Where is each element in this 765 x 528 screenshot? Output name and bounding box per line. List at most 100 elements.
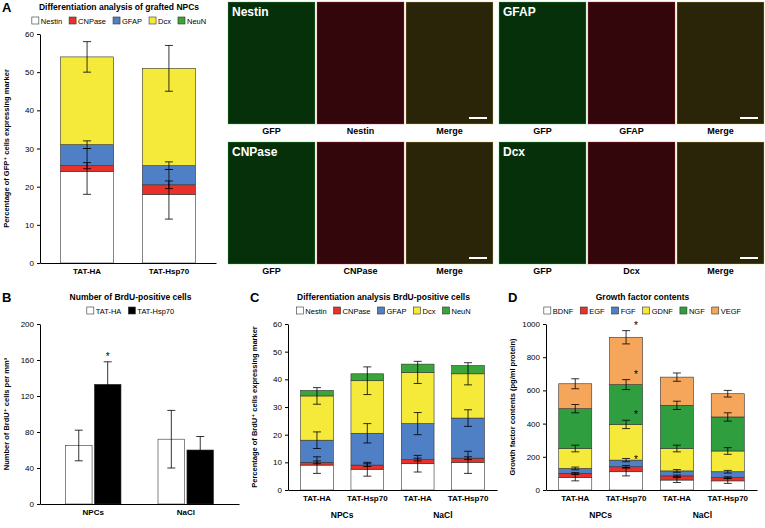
tick-label: 800: [527, 353, 541, 362]
micrograph: [406, 2, 493, 124]
error-bar: [313, 432, 321, 449]
error-bar: [363, 367, 371, 395]
x-tick: TAT-Hsp70: [448, 490, 489, 503]
annotation: *: [634, 320, 638, 331]
legend-swatch: [178, 17, 185, 24]
tick-label: 50: [25, 68, 34, 77]
scale-bar: [469, 257, 487, 259]
legend-label: Dcx: [158, 17, 171, 26]
tick-mark: [37, 504, 40, 505]
marks: [65, 362, 213, 504]
group-label: NaCl: [433, 510, 452, 520]
y-tick: 160: [21, 356, 40, 365]
legend-label: GFAP: [387, 307, 407, 316]
error-bar: [571, 473, 579, 475]
micrograph-label: Merge: [436, 266, 463, 276]
micrograph: [499, 2, 586, 124]
y-tick: 60: [273, 320, 288, 329]
y-axis: 02004006008001000: [522, 320, 546, 495]
scale-bar: [469, 117, 487, 119]
micrograph-title: GFAP: [503, 5, 536, 19]
tick-label: TAT-HA: [73, 267, 101, 276]
y-tick: 60: [25, 30, 40, 39]
error-bar: [83, 149, 91, 195]
micrograph-title: CNPase: [232, 145, 278, 159]
error-bar: [571, 405, 579, 413]
legend-item: Nestin: [32, 17, 62, 26]
tick-mark: [37, 468, 40, 469]
y-tick: 0: [30, 259, 40, 268]
tick-mark: [543, 324, 546, 325]
tick-label: 0: [536, 486, 541, 495]
tick-mark: [37, 360, 40, 361]
error-bar: [724, 470, 732, 473]
error-bar: [464, 451, 472, 473]
legend-swatch: [680, 307, 687, 314]
legend-item: NeuN: [178, 17, 206, 26]
micrograph: [317, 142, 404, 264]
tick-label: 200: [21, 320, 35, 329]
tick-label: 60: [273, 320, 282, 329]
tick-label: 0: [30, 259, 35, 268]
tick-label: 1000: [522, 320, 540, 329]
x-tick: TAT-Hsp70: [606, 490, 647, 503]
legend-label: FGF: [621, 307, 636, 316]
error-bar: [165, 169, 173, 219]
tick-label: NPCs: [83, 508, 105, 517]
legend-swatch: [712, 307, 719, 314]
error-bar: [167, 410, 175, 468]
y-tick: 50: [25, 68, 40, 77]
legend-label: GDNF: [652, 307, 674, 316]
tick-mark: [543, 457, 546, 458]
tick-label: 10: [25, 221, 34, 230]
tick-mark: [543, 490, 546, 491]
marks: [559, 331, 745, 490]
y-axis: 04080120160200: [21, 320, 41, 509]
tick-label: 120: [21, 392, 35, 401]
x-axis: TAT-HATAT-Hsp70TAT-HATAT-Hsp70: [289, 490, 498, 503]
tick-label: 50: [273, 348, 282, 357]
tick-mark: [37, 187, 40, 188]
legend-swatch: [296, 307, 303, 314]
error-bar: [673, 478, 681, 483]
axis-line: [547, 490, 758, 491]
marks: [60, 42, 195, 263]
tick-label: 40: [273, 375, 282, 384]
legend-label: NeuN: [187, 17, 206, 26]
y-axis-title: Number of BrdU⁺ cells per mm³: [2, 357, 11, 470]
tick-label: 160: [21, 356, 35, 365]
error-bar: [196, 437, 204, 464]
tick-mark: [285, 435, 288, 436]
error-bar: [571, 474, 579, 481]
legend-item: VEGF: [712, 307, 742, 316]
marks: [301, 361, 485, 490]
error-bar: [104, 362, 112, 407]
y-tick: 40: [273, 375, 288, 384]
y-axis-title: Percentage of GFP⁺ cells expressing mark…: [2, 69, 11, 228]
x-tick: NPCs: [83, 504, 105, 517]
error-bar: [673, 401, 681, 409]
x-tick: TAT-HA: [561, 490, 589, 503]
error-bar: [622, 458, 630, 461]
tick-label: 0: [30, 500, 35, 509]
x-tick: TAT-HA: [663, 490, 691, 503]
chart-panel: 02004006008001000TAT-HATAT-Hsp70TAT-HATA…: [508, 290, 758, 520]
y-tick: 1000: [522, 320, 546, 329]
error-bar: [673, 470, 681, 473]
legend-swatch: [87, 307, 94, 314]
scale-bar: [740, 117, 758, 119]
error-bar: [83, 42, 91, 73]
y-tick: 0: [30, 500, 40, 509]
plot-area: 02004006008001000TAT-HATAT-Hsp70TAT-HATA…: [522, 320, 757, 520]
micrograph-label: Nestin: [347, 126, 375, 136]
micrograph: [406, 142, 493, 264]
error-bar: [363, 464, 371, 467]
legend-label: CNPase: [343, 307, 371, 316]
group-label: NaCl: [693, 510, 712, 520]
y-tick: 80: [25, 428, 40, 437]
tick-label: 600: [527, 386, 541, 395]
legend: NestinCNPaseGFAPDcxNeuN: [296, 307, 470, 316]
legend-swatch: [442, 307, 449, 314]
annotation: *: [634, 409, 638, 420]
error-bar: [464, 363, 472, 385]
